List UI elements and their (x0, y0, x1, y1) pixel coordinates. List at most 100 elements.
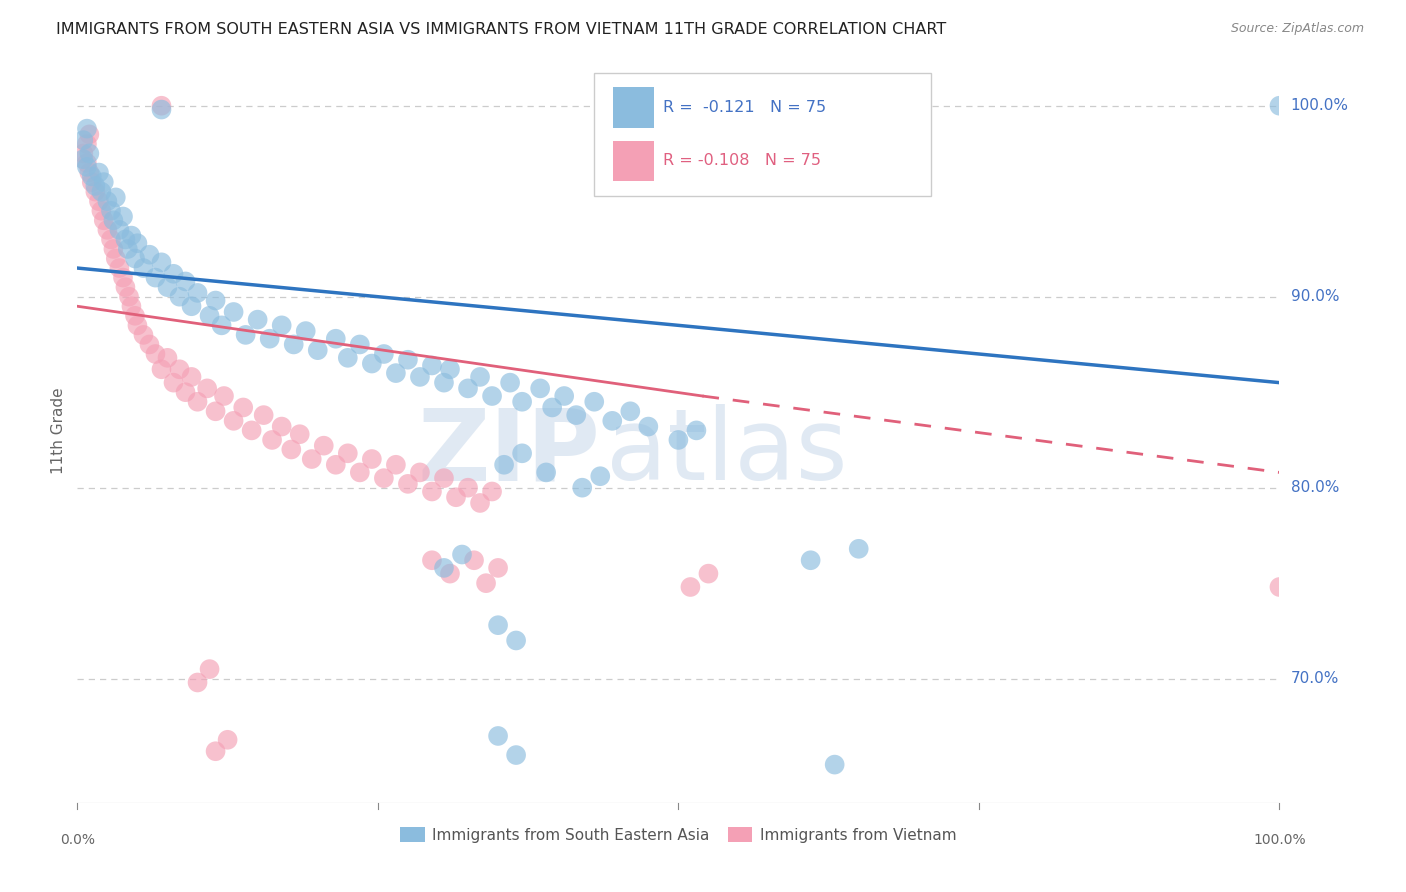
Point (409, 370, 432, 384)
Point (468, 496, 491, 510)
Point (475, 576, 498, 591)
Point (100, 203, 122, 218)
Point (486, 618, 509, 632)
Point (79, 146, 101, 161)
Point (72, 146, 94, 161)
Point (283, 337, 305, 351)
Point (463, 553, 485, 567)
Text: R = -0.108   N = 75: R = -0.108 N = 75 (662, 153, 821, 169)
Point (232, 401, 254, 415)
Point (679, 580, 702, 594)
Point (169, 362, 191, 376)
Point (132, 261, 155, 276)
Point (198, 309, 221, 323)
Point (336, 351, 359, 365)
Point (385, 458, 408, 472)
Point (841, 99, 863, 113)
Point (697, 566, 720, 581)
Point (204, 404, 226, 418)
Point (76, 136, 98, 151)
Point (457, 481, 479, 495)
Point (104, 252, 127, 266)
Point (124, 252, 146, 266)
Point (259, 332, 281, 346)
Point (108, 261, 131, 276)
Point (360, 452, 382, 467)
Point (90, 203, 112, 218)
Point (848, 541, 870, 556)
Point (589, 469, 612, 483)
Point (204, 293, 226, 308)
Legend: Immigrants from South Eastern Asia, Immigrants from Vietnam: Immigrants from South Eastern Asia, Immi… (394, 821, 963, 849)
Text: 80.0%: 80.0% (1291, 480, 1339, 495)
Point (510, 394, 533, 409)
Point (373, 347, 395, 361)
Point (270, 318, 292, 333)
Point (156, 351, 179, 365)
Point (76, 121, 98, 136)
Point (204, 744, 226, 758)
Point (457, 381, 479, 395)
Point (240, 423, 263, 437)
Point (468, 370, 491, 384)
Point (84, 185, 107, 199)
Point (162, 267, 184, 281)
Point (301, 452, 323, 467)
Point (541, 401, 564, 415)
Point (114, 280, 136, 294)
Point (420, 359, 443, 373)
Point (349, 337, 371, 351)
Point (565, 408, 588, 422)
Point (600, 414, 623, 428)
Text: R =  -0.121   N = 75: R = -0.121 N = 75 (662, 100, 825, 115)
Point (294, 324, 316, 338)
Point (396, 352, 419, 367)
Point (439, 362, 461, 376)
Point (800, 553, 823, 567)
Point (180, 299, 202, 313)
Point (104, 190, 127, 204)
Point (499, 376, 522, 390)
Point (451, 548, 474, 562)
Text: Source: ZipAtlas.com: Source: ZipAtlas.com (1230, 22, 1364, 36)
Text: 100.0%: 100.0% (1253, 833, 1306, 847)
Text: 0.0%: 0.0% (60, 833, 94, 847)
Point (96, 194, 118, 209)
Point (127, 236, 149, 251)
FancyBboxPatch shape (595, 73, 931, 195)
Point (90, 185, 112, 199)
Point (553, 389, 575, 403)
Point (510, 446, 533, 460)
Point (186, 394, 209, 409)
Point (222, 414, 245, 428)
Point (150, 362, 173, 376)
Point (138, 337, 160, 351)
Point (180, 370, 202, 384)
Point (150, 103, 173, 117)
Point (288, 427, 311, 442)
Point (312, 439, 335, 453)
Point (235, 327, 257, 342)
Point (246, 312, 269, 326)
Point (211, 318, 233, 333)
Point (120, 228, 142, 243)
Point (195, 381, 218, 395)
Point (481, 484, 503, 499)
Point (307, 343, 329, 358)
Point (668, 433, 690, 447)
Point (494, 458, 516, 472)
Point (637, 419, 659, 434)
Point (120, 299, 142, 313)
Point (169, 290, 191, 304)
Point (685, 423, 707, 437)
Point (76, 156, 98, 170)
Point (217, 732, 239, 747)
Point (186, 675, 209, 690)
Point (145, 347, 167, 361)
Text: IMMIGRANTS FROM SOUTH EASTERN ASIA VS IMMIGRANTS FROM VIETNAM 11TH GRADE CORRELA: IMMIGRANTS FROM SOUTH EASTERN ASIA VS IM… (56, 22, 946, 37)
Point (1268, 580, 1291, 594)
Point (80, 169, 103, 184)
Point (100, 232, 122, 246)
Text: 70.0%: 70.0% (1291, 671, 1339, 686)
Point (262, 433, 284, 447)
